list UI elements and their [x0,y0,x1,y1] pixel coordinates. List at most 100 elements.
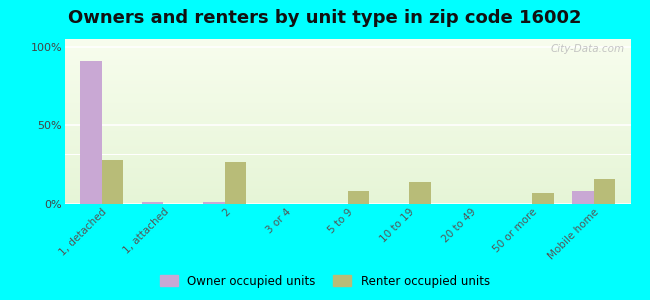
Bar [65,186,630,187]
Bar [65,184,630,185]
Bar [65,192,630,193]
Bar [65,45,630,46]
Bar [65,138,630,139]
Bar [65,46,630,47]
Bar [65,85,630,86]
Bar [65,127,630,128]
Bar [65,147,630,148]
Bar [65,64,630,65]
Bar [65,176,630,177]
Bar [65,135,630,136]
Bar [65,87,630,88]
Bar [65,118,630,119]
Bar [65,149,630,150]
Bar [65,110,630,111]
Bar [65,152,630,153]
Bar [65,128,630,129]
Bar [65,158,630,159]
Bar [65,198,630,199]
Legend: Owner occupied units, Renter occupied units: Owner occupied units, Renter occupied un… [157,271,493,291]
Bar [65,134,630,135]
Bar [65,162,630,163]
Bar [65,79,630,80]
Bar [65,83,630,84]
Bar [65,113,630,114]
Bar [65,121,630,122]
Bar [65,160,630,161]
Bar [65,95,630,96]
Bar [65,151,630,152]
Bar [65,169,630,170]
Bar [65,100,630,101]
Bar [65,61,630,62]
Bar [65,172,630,173]
Bar [65,182,630,183]
Bar [65,168,630,169]
Bar [65,70,630,71]
Bar [65,111,630,112]
Bar [65,178,630,179]
Bar [65,105,630,106]
Bar [65,136,630,137]
Bar [65,156,630,157]
Bar [65,62,630,63]
Bar [65,116,630,117]
Bar [65,44,630,45]
Bar [65,153,630,154]
Bar [65,170,630,171]
Bar [65,123,630,124]
Bar [65,132,630,133]
Bar [65,190,630,191]
Bar [65,89,630,90]
Bar [65,58,630,59]
Bar [65,193,630,194]
Bar [65,76,630,77]
Bar [572,191,593,204]
Bar [65,41,630,42]
Bar [65,96,630,97]
Bar [65,74,630,75]
Bar [65,194,630,195]
Bar [65,98,630,99]
Bar [65,150,630,151]
Bar [65,144,630,145]
Bar [65,163,630,164]
Bar [142,202,163,204]
Bar [65,63,630,64]
Bar [65,131,630,132]
Bar [81,61,102,204]
Bar [65,201,630,202]
Bar [65,164,630,165]
Bar [65,126,630,127]
Bar [65,40,630,41]
Bar [65,129,630,130]
Bar [65,189,630,190]
Bar [65,145,630,146]
Bar [65,133,630,134]
Bar [65,157,630,158]
Bar [65,175,630,176]
Bar [65,139,630,140]
Bar [65,47,630,48]
Bar [348,191,369,204]
Bar [65,65,630,66]
Bar [65,86,630,87]
Bar [65,67,630,68]
Bar [65,90,630,91]
Bar [65,137,630,138]
Bar [65,166,630,167]
Bar [65,107,630,108]
Bar [65,59,630,60]
Bar [65,75,630,76]
Bar [65,99,630,100]
Bar [65,69,630,70]
Bar [65,180,630,181]
Bar [65,92,630,93]
Bar [65,199,630,200]
Bar [203,202,225,204]
Bar [65,106,630,107]
Bar [65,48,630,49]
Bar [65,117,630,118]
Bar [65,81,630,82]
Bar [65,56,630,57]
